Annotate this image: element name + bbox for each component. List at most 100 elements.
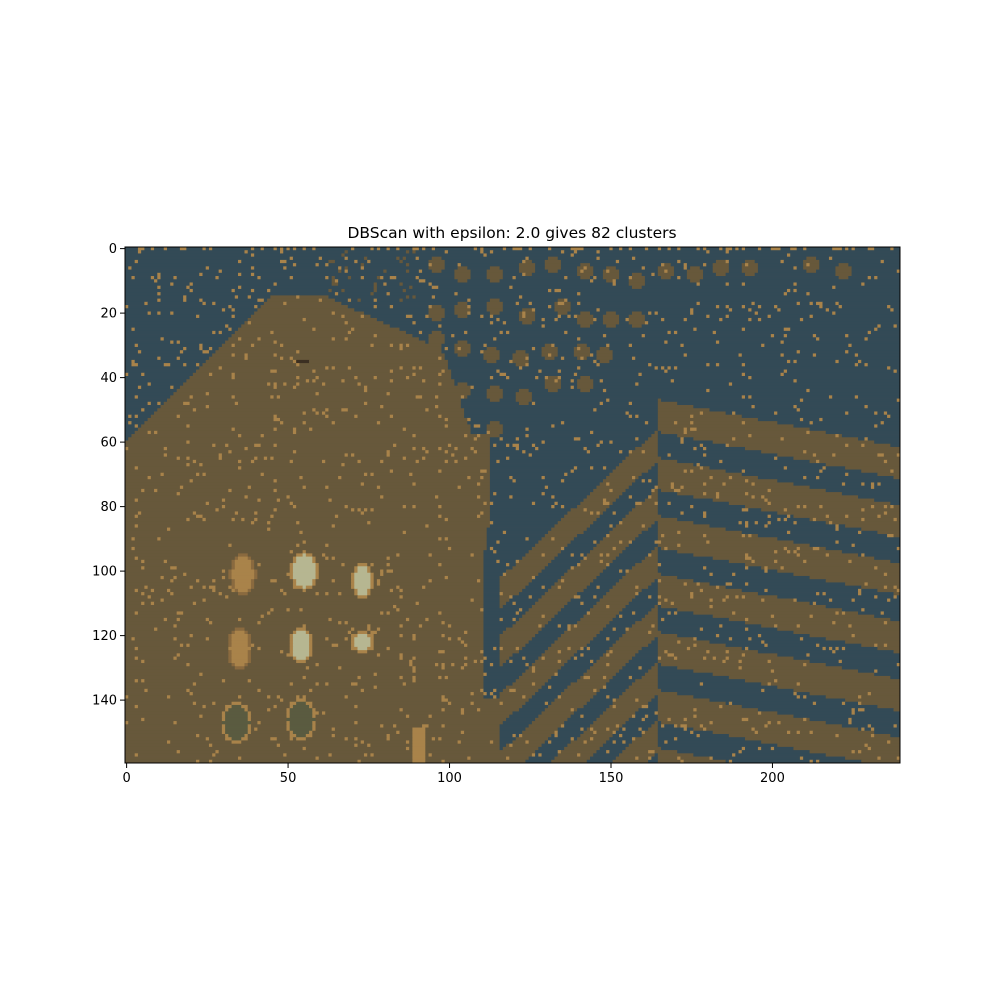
cluster-pixel-run: [557, 750, 562, 754]
cluster-pixel-run: [796, 682, 801, 687]
cluster-pixel-run: [476, 437, 491, 441]
cluster-pixel-run: [247, 714, 252, 719]
cluster-pixel-run: [593, 466, 604, 470]
cluster-pixel-run: [896, 269, 901, 274]
cluster-pixel-run: [657, 611, 668, 616]
cluster-pixel-run: [296, 556, 313, 561]
cluster-pixel-run: [728, 733, 836, 738]
cluster-pixel-run: [580, 269, 584, 274]
cluster-pixel-run: [845, 640, 901, 645]
cluster-pixel-run: [554, 640, 591, 645]
cluster-pixel-run: [354, 566, 358, 570]
cluster-pixel-run: [418, 276, 455, 280]
cluster-pixel-run: [706, 514, 768, 519]
cluster-pixel-run: [648, 630, 652, 635]
cluster-pixel-run: [686, 646, 691, 651]
cluster-pixel-run: [845, 411, 849, 416]
cluster-pixel-run: [845, 247, 849, 251]
cluster-pixel-run: [890, 733, 901, 738]
cluster-pixel-run: [125, 479, 190, 483]
cluster-pixel-run: [144, 559, 165, 564]
cluster-pixel-run: [612, 617, 643, 622]
cluster-pixel-run: [890, 740, 901, 745]
cluster-pixel-run: [816, 334, 846, 338]
cluster-pixel-run: [835, 621, 885, 625]
cluster-pixel-run: [137, 753, 213, 757]
cluster-pixel-run: [441, 317, 497, 322]
cluster-pixel-run: [486, 301, 504, 306]
cluster-pixel-run: [819, 266, 836, 270]
cluster-pixel-run: [657, 408, 710, 412]
cluster-pixel-run: [467, 456, 491, 461]
cluster-pixel-run: [525, 553, 542, 558]
cluster-pixel-run: [499, 746, 504, 751]
cluster-pixel-run: [609, 646, 643, 651]
cluster-pixel-run: [890, 598, 901, 603]
cluster-pixel-run: [896, 585, 901, 590]
cluster-pixel-run: [551, 288, 555, 293]
cluster-pixel-run: [554, 424, 659, 429]
cluster-pixel-run: [728, 501, 768, 506]
cluster-pixel-run: [741, 353, 781, 358]
cluster-pixel-run: [615, 756, 636, 761]
cluster-pixel-run: [480, 514, 491, 519]
cluster-pixel-run: [125, 756, 239, 761]
cluster-pixel-run: [260, 498, 278, 503]
cluster-pixel-run: [208, 585, 216, 590]
cluster-pixel-run: [712, 604, 827, 609]
cluster-pixel-run: [822, 305, 840, 309]
cluster-pixel-run: [234, 579, 252, 583]
cluster-pixel-run: [861, 701, 901, 706]
cluster-pixel-run: [163, 247, 168, 251]
cluster-pixel-run: [635, 382, 639, 387]
cluster-pixel-run: [250, 721, 258, 725]
cluster-pixel-run: [509, 688, 517, 693]
cluster-pixel-run: [631, 276, 646, 280]
cluster-pixel-run: [661, 688, 762, 693]
cluster-pixel-run: [312, 724, 316, 728]
cluster-pixel-run: [247, 656, 252, 661]
cluster-pixel-run: [464, 395, 468, 399]
cluster-pixel-run: [137, 343, 200, 348]
cluster-pixel-run: [677, 737, 746, 741]
cluster-pixel-run: [654, 272, 659, 277]
cluster-pixel-run: [845, 334, 849, 338]
cluster-pixel-run: [483, 608, 520, 612]
cluster-pixel-run: [590, 611, 620, 616]
cluster-pixel-run: [212, 353, 232, 358]
cluster-pixel-run: [790, 514, 794, 519]
cluster-pixel-run: [137, 363, 165, 367]
cluster-pixel-run: [735, 595, 739, 599]
cluster-pixel-run: [186, 572, 229, 577]
cluster-pixel-run: [389, 276, 397, 280]
cluster-pixel-run: [641, 730, 646, 735]
cluster-pixel-run: [657, 269, 665, 274]
cluster-pixel-run: [257, 308, 355, 312]
cluster-pixel-run: [580, 346, 591, 351]
cluster-pixel-run: [606, 269, 610, 274]
cluster-pixel-run: [870, 330, 901, 335]
cluster-pixel-run: [202, 463, 342, 467]
cluster-pixel-run: [402, 656, 413, 661]
cluster-pixel-run: [367, 521, 371, 525]
cluster-pixel-run: [473, 247, 478, 251]
cluster-pixel-run: [612, 524, 617, 528]
cluster-pixel-run: [334, 579, 352, 583]
cluster-pixel-run: [712, 263, 730, 267]
cluster-pixel-run: [599, 585, 614, 590]
cluster-pixel-run: [202, 714, 223, 719]
cluster-pixel-run: [803, 247, 807, 251]
cluster-pixel-run: [334, 524, 426, 528]
cluster-pixel-run: [367, 592, 371, 596]
cluster-pixel-run: [593, 382, 636, 387]
cluster-pixel-run: [228, 443, 255, 448]
cluster-pixel-run: [447, 459, 455, 464]
cluster-pixel-run: [657, 601, 662, 606]
cluster-pixel-run: [851, 624, 901, 628]
cluster-pixel-run: [657, 714, 694, 719]
cluster-pixel-run: [622, 608, 652, 612]
cluster-pixel-run: [686, 317, 720, 322]
cluster-pixel-run: [512, 659, 536, 664]
cluster-pixel-run: [848, 263, 901, 267]
cluster-pixel-run: [554, 733, 559, 738]
